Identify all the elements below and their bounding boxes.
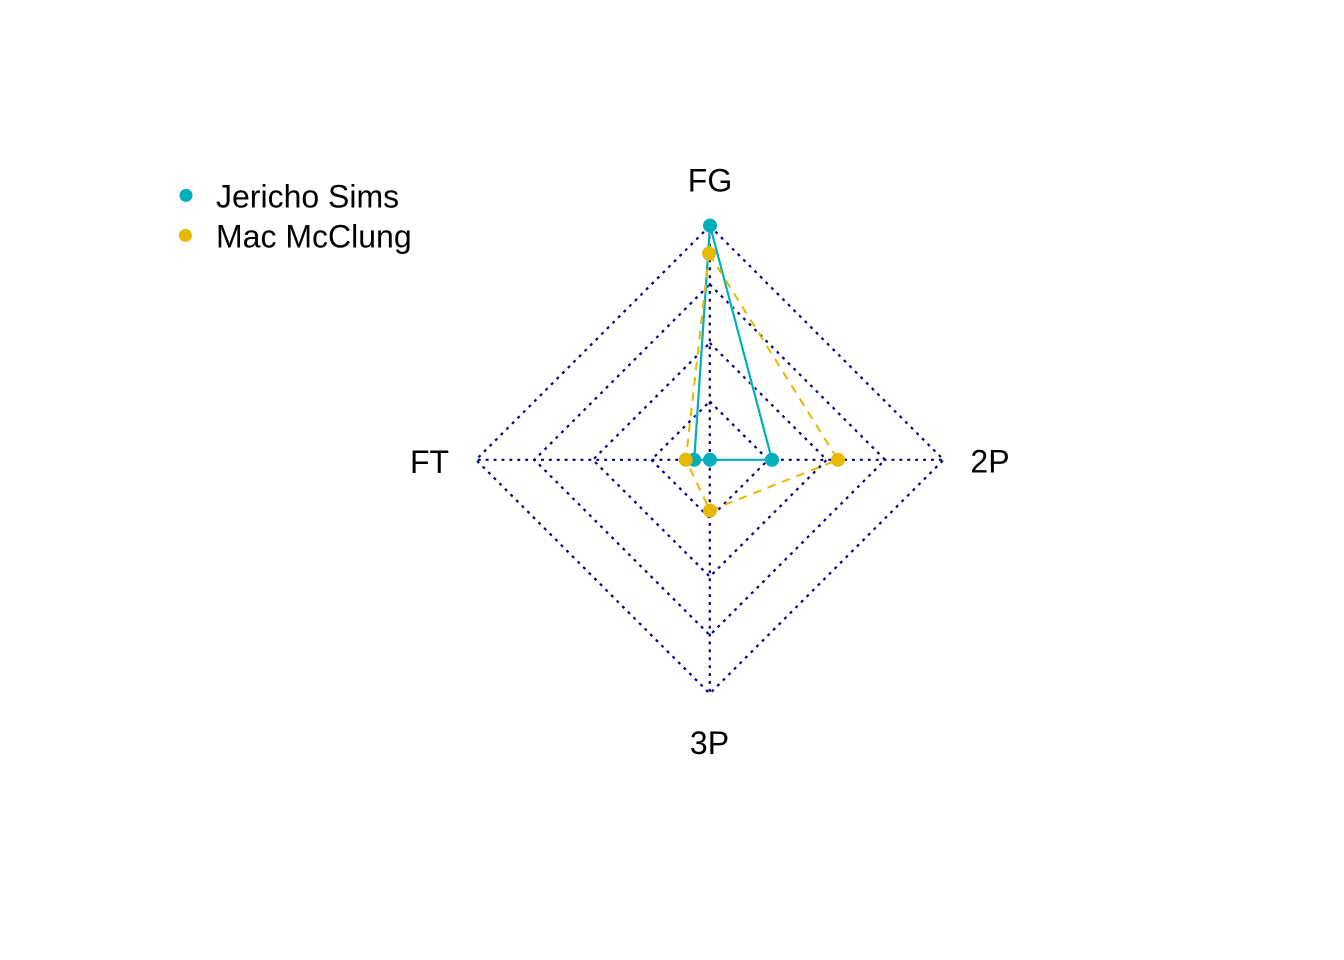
svg-text:FT: FT — [410, 444, 449, 480]
svg-text:Jericho Sims: Jericho Sims — [216, 179, 399, 215]
svg-text:FG: FG — [688, 163, 732, 199]
svg-text:3P: 3P — [690, 725, 729, 761]
svg-text:2P: 2P — [970, 444, 1009, 480]
svg-text:Mac McClung: Mac McClung — [216, 219, 412, 255]
